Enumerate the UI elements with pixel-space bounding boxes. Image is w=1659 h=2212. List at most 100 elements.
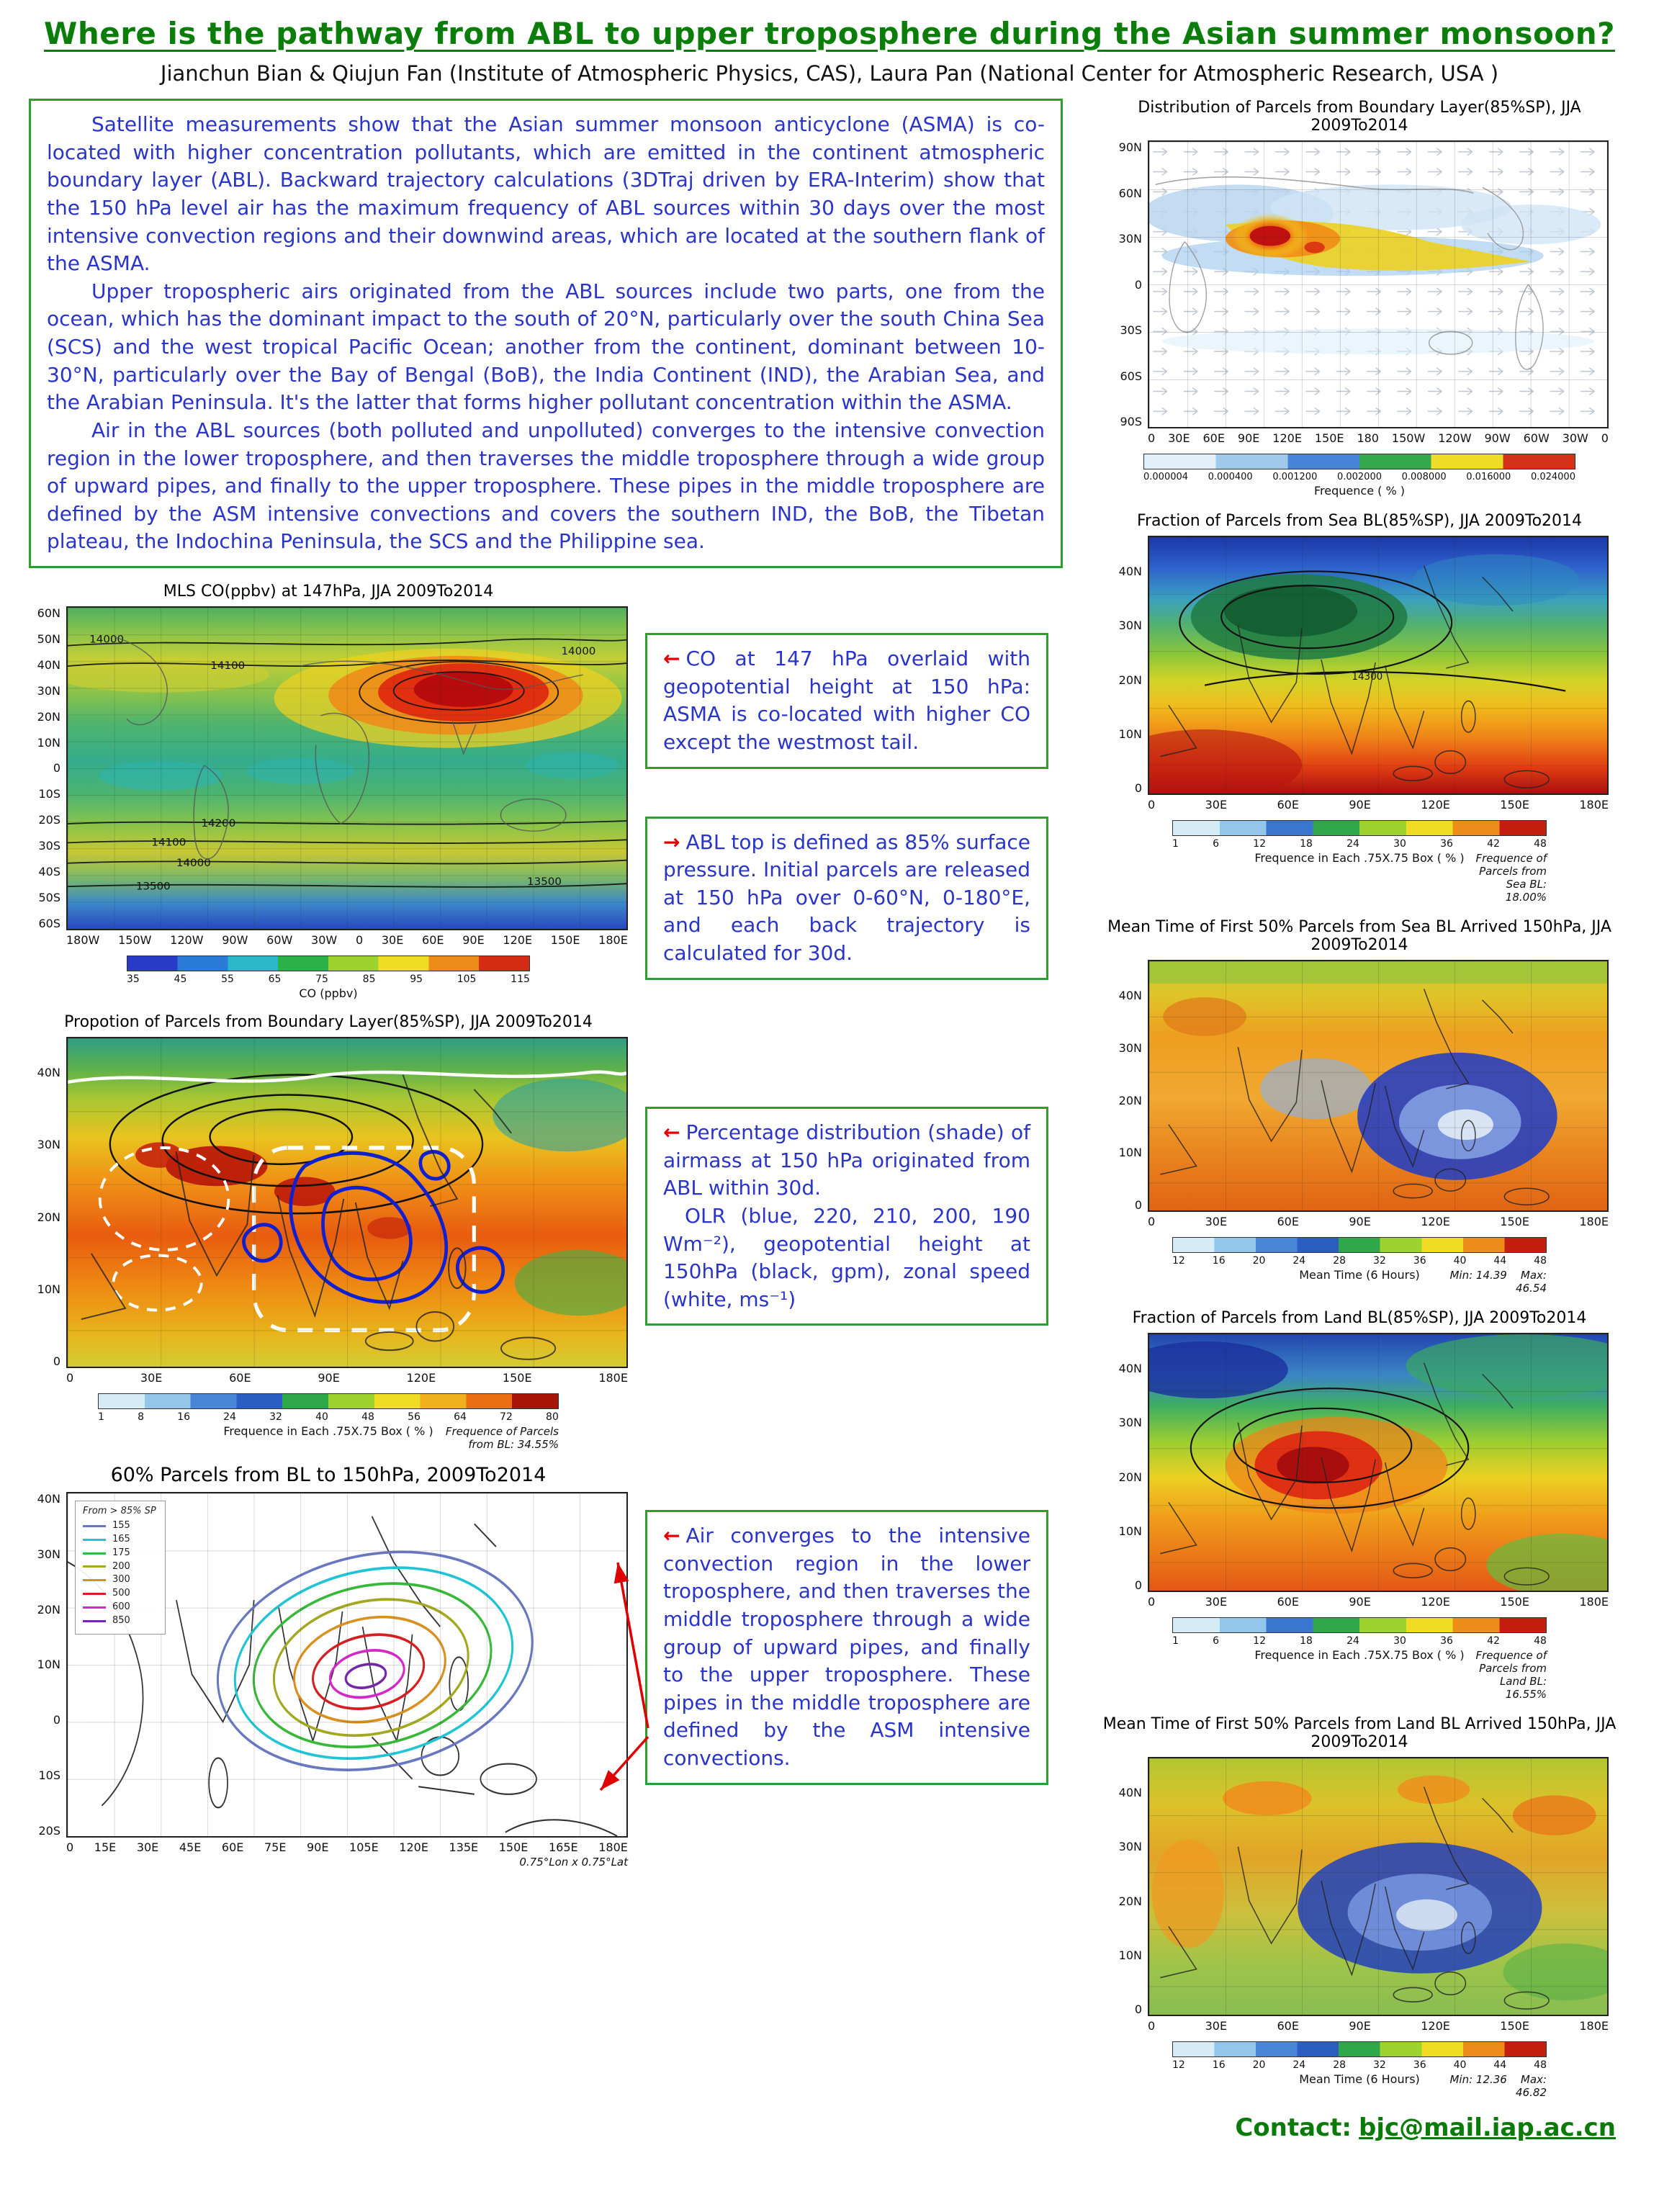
legend-line-swatch — [83, 1619, 106, 1622]
legend-item: 155 — [83, 1519, 156, 1533]
panel-sea-mean-time: Mean Time of First 50% Parcels from Sea … — [1089, 918, 1630, 1295]
coastlines — [81, 1074, 557, 1360]
legend-label: 600 — [112, 1601, 130, 1613]
note-co-text: CO at 147 hPa overlaid with geopotential… — [663, 647, 1030, 754]
colorbar — [1143, 454, 1575, 469]
short-time-core — [1151, 1775, 1607, 2001]
colorbar-note: Frequence of Parcels from BL: 34.55% — [445, 1425, 559, 1451]
contour-label: 14200 — [201, 817, 235, 829]
contour-label: 13500 — [527, 876, 562, 888]
legend-item: 300 — [83, 1573, 156, 1587]
colorbar-labels: 1 6 12 18 24 30 36 42 48 — [1172, 838, 1547, 850]
geopotential-contours — [68, 638, 626, 888]
left-column: Satellite measurements show that the Asi… — [29, 99, 1063, 1881]
parcel-frequency-shading — [1149, 184, 1601, 355]
note-shade-text-1: Percentage distribution (shade) of airma… — [663, 1120, 1030, 1200]
note-pipes-text: Air converges to the intensive convectio… — [663, 1524, 1030, 1770]
legend-label: 165 — [112, 1533, 130, 1545]
legend-item: 175 — [83, 1547, 156, 1560]
colorbar-caption: CO (ppbv) — [299, 986, 358, 1000]
y-axis-ticks: 60N 50N 40N 30N 20N 10N 0 10S 20S 30S 40S 50S 60S — [37, 606, 60, 930]
map-sea-fraction: 14300 — [1148, 536, 1609, 795]
map-distribution-bl — [1148, 140, 1609, 428]
colorbar-labels: 12 16 20 24 28 32 36 40 44 48 — [1172, 1255, 1547, 1267]
sea-fraction-heatmap: 14300 — [1149, 537, 1607, 793]
map-title-distribution: Distribution of Parcels from Boundary La… — [1138, 99, 1581, 135]
contour-label: 14000 — [89, 634, 124, 645]
map-proportion-bl — [66, 1037, 628, 1368]
panel-distribution-bl: Distribution of Parcels from Boundary La… — [1089, 99, 1630, 498]
colorbar-caption: Frequence in Each .75X.75 Box ( % ) — [1254, 851, 1465, 865]
distribution-heatmap — [1149, 142, 1607, 427]
colorbar-caption: Frequence in Each .75X.75 Box ( % ) — [1254, 1648, 1465, 1662]
left-arrow-glyph: ← — [663, 1524, 680, 1547]
contour-label: 13500 — [136, 881, 171, 892]
contour-label: 14100 — [151, 837, 186, 848]
map-title-mls-co: MLS CO(ppbv) at 147hPa, JJA 2009To2014 — [163, 583, 494, 601]
contact-email-link[interactable]: bjc@mail.iap.ac.cn — [1359, 2113, 1616, 2142]
map-title-proportion: Propotion of Parcels from Boundary Layer… — [64, 1013, 593, 1031]
legend-line-swatch — [83, 1524, 106, 1527]
land-mean-time-heatmap — [1149, 1758, 1607, 2015]
y-axis-ticks: 40N 30N 20N 10N 0 — [37, 1066, 60, 1368]
legend-line-swatch — [83, 1565, 106, 1568]
land-fraction-heatmap — [1149, 1334, 1607, 1591]
colorbar — [98, 1393, 559, 1409]
colorbar — [1172, 1617, 1547, 1633]
legend-label: 200 — [112, 1560, 130, 1572]
grid-resolution-footnote: 0.75°Lon x 0.75°Lat — [519, 1856, 628, 1869]
source-level-contours — [216, 1550, 534, 1771]
panel-land-mean-time: Mean Time of First 50% Parcels from Land… — [1089, 1715, 1630, 2099]
colorbar — [1172, 1237, 1547, 1253]
map-title-sea-fraction: Fraction of Parcels from Sea BL(85%SP), … — [1136, 512, 1583, 530]
map-title-land-fraction: Fraction of Parcels from Land BL(85%SP),… — [1132, 1309, 1587, 1327]
colorbar-labels: 35 45 55 65 75 85 95 105 115 — [127, 974, 530, 985]
legend-item: 200 — [83, 1560, 156, 1574]
colorbar-caption: Frequence in Each .75X.75 Box ( % ) — [223, 1424, 433, 1438]
map-title-sea-mean-time: Mean Time of First 50% Parcels from Sea … — [1107, 918, 1611, 954]
left-arrow-glyph: ← — [663, 1120, 680, 1144]
map-sea-mean-time — [1148, 960, 1609, 1212]
coastlines — [1160, 1362, 1550, 1586]
note-abl-top-text: ABL top is defined as 85% surface pressu… — [663, 830, 1030, 966]
legend-line-swatch — [83, 1552, 106, 1555]
map-title-land-mean-time: Mean Time of First 50% Parcels from Land… — [1102, 1715, 1617, 1751]
legend-label: 500 — [112, 1588, 130, 1599]
y-axis-ticks: 40N 30N 20N 10N 0 10S 20S — [37, 1492, 60, 1838]
note-co-overlay: ← CO at 147 hPa overlaid with geopotentia… — [645, 633, 1048, 769]
x-axis-ticks: 0 30E 60E 90E 120E 150E 180E — [66, 1371, 628, 1385]
legend-line-swatch — [83, 1538, 106, 1541]
panel-mls-co: MLS CO(ppbv) at 147hPa, JJA 2009To2014 6… — [29, 583, 628, 1000]
contour-label: 14100 — [210, 660, 245, 672]
side-patches — [493, 1078, 626, 1316]
colorbar-caption: Mean Time (6 Hours) — [1299, 1268, 1420, 1282]
map-land-fraction — [1148, 1333, 1609, 1592]
poster-authors: Jianchun Bian & Qiujun Fan (Institute of… — [160, 61, 1499, 86]
poster-header: Where is the pathway from ABL to upper t… — [29, 16, 1630, 86]
colorbar-caption: Frequence ( % ) — [1314, 484, 1405, 498]
right-column: Distribution of Parcels from Boundary La… — [1089, 99, 1630, 2142]
contact-line: Contact: bjc@mail.iap.ac.cn — [1089, 2113, 1630, 2142]
colorbar-caption: Mean Time (6 Hours) — [1299, 2072, 1420, 2086]
x-axis-ticks: 180W 150W 120W 90W 60W 30W 0 30E 60E 90E 120E 150E 1… — [66, 933, 628, 947]
legend-line-swatch — [83, 1579, 106, 1582]
short-time-core — [1163, 997, 1557, 1180]
x-axis-ticks: 0 30E 60E 90E 120E 150E 180E — [1148, 2019, 1609, 2033]
legend-line-swatch — [83, 1606, 106, 1609]
colorbar — [127, 956, 530, 971]
coastlines — [1160, 1786, 1550, 2010]
map-land-mean-time — [1148, 1757, 1609, 2016]
contour-label: 14300 — [1352, 671, 1382, 683]
north-green-band — [1149, 961, 1607, 984]
colorbar-labels: 1 8 16 24 32 40 48 56 64 72 80 — [98, 1411, 559, 1423]
note-pipes: ← Air converges to the intensive convecti… — [645, 1510, 1048, 1785]
mls-co-notes: ← CO at 147 hPa overlaid with geopotentia… — [645, 583, 1048, 980]
x-axis-ticks: 0 15E 30E 45E 60E 75E 90E 105E 120E 135E 150E 165E 1… — [66, 1840, 628, 1854]
zonal-wind-contours — [68, 1070, 626, 1333]
legend-label: 175 — [112, 1547, 130, 1558]
colorbar-note: Min: 12.36 Max: 46.82 — [1449, 2073, 1547, 2099]
x-axis-ticks: 0 30E 60E 90E 120E 150E 180 150W 120W 90W 60W 30W 0 — [1148, 431, 1609, 445]
legend-line-swatch — [83, 1593, 106, 1596]
proportion-row: Propotion of Parcels from Boundary Layer… — [29, 1013, 1063, 1451]
